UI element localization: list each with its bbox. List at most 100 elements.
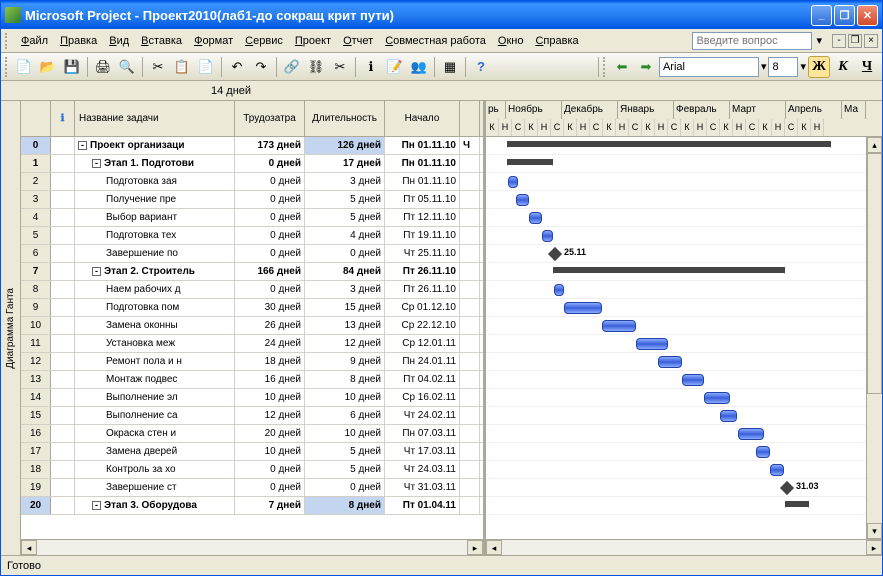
gantt-task-bar[interactable] <box>756 446 770 458</box>
row-number[interactable]: 14 <box>21 389 51 406</box>
col-rownum[interactable] <box>21 101 51 136</box>
week-header[interactable]: С <box>707 119 720 137</box>
week-header[interactable]: С <box>551 119 564 137</box>
row-number[interactable]: 16 <box>21 425 51 442</box>
cell-work[interactable]: 20 дней <box>235 425 305 442</box>
week-header[interactable]: С <box>785 119 798 137</box>
gantt-row[interactable] <box>486 497 882 515</box>
cell-finish[interactable]: Ч <box>460 137 480 154</box>
underline-button[interactable]: Ч <box>856 56 878 78</box>
row-info[interactable] <box>51 317 75 334</box>
row-number[interactable]: 8 <box>21 281 51 298</box>
week-header[interactable]: Н <box>538 119 551 137</box>
gantt-task-bar[interactable] <box>554 284 564 296</box>
gantt-row[interactable] <box>486 443 882 461</box>
gantt-timescale[interactable]: рьНоябрьДекабрьЯнварьФевральМартАпрельМа… <box>486 101 882 137</box>
cell-start[interactable]: Пт 19.11.10 <box>385 227 460 244</box>
cell-name[interactable]: -Этап 1. Подготови <box>75 155 235 172</box>
row-number[interactable]: 18 <box>21 461 51 478</box>
menu-вид[interactable]: Вид <box>103 33 135 49</box>
menu-правка[interactable]: Правка <box>54 33 103 49</box>
row-info[interactable] <box>51 497 75 514</box>
row-info[interactable] <box>51 389 75 406</box>
cell-duration[interactable]: 17 дней <box>305 155 385 172</box>
row-number[interactable]: 12 <box>21 353 51 370</box>
cell-work[interactable]: 0 дней <box>235 155 305 172</box>
open-icon[interactable]: 📂 <box>37 56 59 78</box>
gantt-task-bar[interactable] <box>602 320 636 332</box>
cell-start[interactable]: Ср 01.12.10 <box>385 299 460 316</box>
toolbar-handle[interactable] <box>5 33 11 49</box>
week-header[interactable]: К <box>720 119 733 137</box>
cell-start[interactable]: Ср 22.12.10 <box>385 317 460 334</box>
cell-start[interactable]: Чт 24.03.11 <box>385 461 460 478</box>
cell-duration[interactable]: 3 дней <box>305 281 385 298</box>
cell-name[interactable]: Выполнение эл <box>75 389 235 406</box>
gantt-row[interactable] <box>486 155 882 173</box>
cell-start[interactable]: Чт 31.03.11 <box>385 479 460 496</box>
cell-finish[interactable] <box>460 245 480 262</box>
gantt-task-bar[interactable] <box>516 194 529 206</box>
row-info[interactable] <box>51 281 75 298</box>
cell-finish[interactable] <box>460 389 480 406</box>
month-header[interactable]: Ноябрь <box>506 101 562 119</box>
gantt-row[interactable] <box>486 191 882 209</box>
scroll-left-icon[interactable]: ◂ <box>486 540 502 555</box>
gantt-vscroll[interactable]: ▴ ▾ <box>866 137 882 539</box>
cell-work[interactable]: 0 дней <box>235 461 305 478</box>
cell-duration[interactable]: 5 дней <box>305 461 385 478</box>
cell-duration[interactable]: 5 дней <box>305 209 385 226</box>
cell-duration[interactable]: 0 дней <box>305 245 385 262</box>
row-number[interactable]: 0 <box>21 137 51 154</box>
cell-work[interactable]: 10 дней <box>235 443 305 460</box>
table-row[interactable]: 10Замена оконны26 дней13 днейСр 22.12.10 <box>21 317 483 335</box>
cell-finish[interactable] <box>460 299 480 316</box>
cell-work[interactable]: 12 дней <box>235 407 305 424</box>
unlink-icon[interactable]: ⛓ <box>305 56 327 78</box>
gantt-row[interactable] <box>486 299 882 317</box>
month-header[interactable]: Март <box>730 101 786 119</box>
cell-finish[interactable] <box>460 407 480 424</box>
menu-вставка[interactable]: Вставка <box>135 33 188 49</box>
row-number[interactable]: 7 <box>21 263 51 280</box>
cell-start[interactable]: Пт 01.04.11 <box>385 497 460 514</box>
month-header[interactable]: Декабрь <box>562 101 618 119</box>
row-number[interactable]: 17 <box>21 443 51 460</box>
table-row[interactable]: 17Замена дверей10 дней5 днейЧт 17.03.11 <box>21 443 483 461</box>
cut-icon[interactable]: ✂ <box>147 56 169 78</box>
week-header[interactable]: К <box>525 119 538 137</box>
cell-start[interactable]: Пн 01.11.10 <box>385 155 460 172</box>
week-header[interactable]: К <box>681 119 694 137</box>
mdi-restore-button[interactable]: ❐ <box>848 34 862 48</box>
notes-icon[interactable]: 📝 <box>384 56 406 78</box>
table-row[interactable]: 20-Этап 3. Оборудова7 дней8 днейПт 01.04… <box>21 497 483 515</box>
gantt-row[interactable] <box>486 335 882 353</box>
gantt-task-bar[interactable] <box>682 374 704 386</box>
link-icon[interactable]: 🔗 <box>281 56 303 78</box>
cell-finish[interactable] <box>460 335 480 352</box>
cell-name[interactable]: Получение пре <box>75 191 235 208</box>
mdi-close-button[interactable]: × <box>864 34 878 48</box>
row-info[interactable] <box>51 371 75 388</box>
copy-icon[interactable]: 📋 <box>171 56 193 78</box>
week-header[interactable]: С <box>629 119 642 137</box>
row-number[interactable]: 2 <box>21 173 51 190</box>
cell-start[interactable]: Пт 12.11.10 <box>385 209 460 226</box>
gantt-row[interactable] <box>486 137 882 155</box>
row-number[interactable]: 5 <box>21 227 51 244</box>
gantt-summary-bar[interactable] <box>786 501 808 507</box>
cell-start[interactable]: Ср 12.01.11 <box>385 335 460 352</box>
row-number[interactable]: 6 <box>21 245 51 262</box>
cell-duration[interactable]: 10 дней <box>305 425 385 442</box>
table-row[interactable]: 1-Этап 1. Подготови0 дней17 днейПн 01.11… <box>21 155 483 173</box>
print-preview-icon[interactable]: 🔍 <box>116 56 138 78</box>
table-row[interactable]: 14Выполнение эл10 дней10 днейСр 16.02.11 <box>21 389 483 407</box>
gantt-hscroll[interactable]: ◂ ▸ <box>486 539 882 555</box>
row-number[interactable]: 13 <box>21 371 51 388</box>
cell-duration[interactable]: 10 дней <box>305 389 385 406</box>
cell-finish[interactable] <box>460 191 480 208</box>
gantt-row[interactable] <box>486 317 882 335</box>
table-row[interactable]: 3Получение пре0 дней5 днейПт 05.11.10 <box>21 191 483 209</box>
month-header[interactable]: Ма <box>842 101 866 119</box>
row-info[interactable] <box>51 245 75 262</box>
